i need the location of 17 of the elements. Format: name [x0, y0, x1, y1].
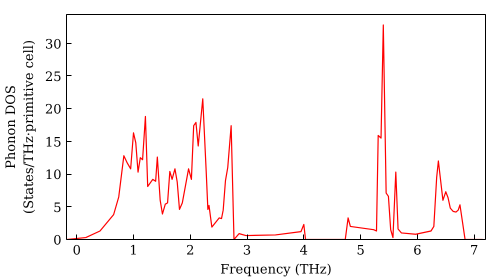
y-tick-label: 15	[44, 135, 62, 150]
x-tick-label: 6	[413, 244, 422, 258]
x-tick-label: 4	[300, 244, 308, 258]
x-axis-title: Frequency (THz)	[220, 262, 332, 278]
y-tick-label: 20	[44, 102, 62, 118]
x-tick-label: 1	[129, 244, 138, 258]
x-tick-label: 2	[186, 244, 194, 258]
y-tick-label: 25	[44, 70, 62, 85]
y-tick-label: 10	[44, 168, 62, 184]
y-tick-label: 0	[53, 234, 62, 248]
y-tick-label: 5	[53, 200, 62, 216]
y-axis-title: Phonon DOS (States/THz·primitive cell)	[4, 40, 37, 214]
y-tick-label: 30	[44, 37, 62, 52]
x-tick-label: 3	[242, 244, 252, 258]
x-tick-label: 0	[72, 244, 81, 258]
x-tick-label: 5	[356, 244, 365, 258]
x-tick-label: 7	[470, 244, 478, 258]
